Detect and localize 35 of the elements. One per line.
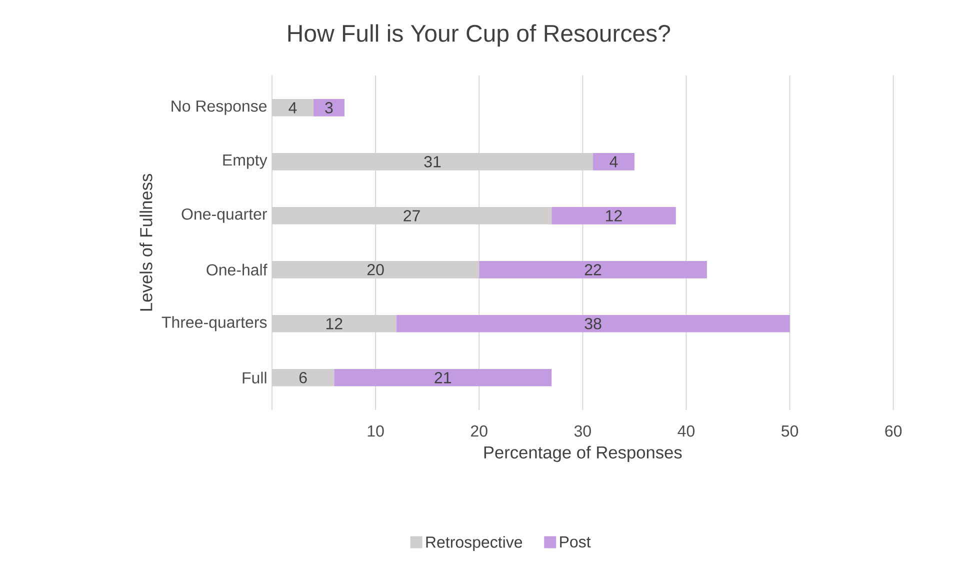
data-label: 12 <box>326 318 342 330</box>
data-label: 3 <box>325 102 333 114</box>
x-axis-title: Percentage of Responses <box>484 446 682 462</box>
bar <box>593 153 634 170</box>
y-tick-label: One-half <box>206 264 268 276</box>
y-tick-label: No Response <box>172 100 267 115</box>
bar <box>396 314 790 332</box>
legend-label: Retrospective <box>426 536 522 551</box>
y-tick-label: Empty <box>223 154 268 169</box>
x-tick-label: 20 <box>471 425 488 437</box>
x-tick-label: 50 <box>782 425 798 437</box>
data-label: 4 <box>610 156 618 168</box>
chart-title: How Full is Your Cup of Resources? <box>288 24 670 47</box>
y-axis-title: Levels of Fullness <box>140 174 152 311</box>
data-label: 27 <box>404 210 420 222</box>
x-tick-label: 40 <box>678 425 695 437</box>
data-label: 38 <box>584 318 602 330</box>
bar <box>334 368 552 386</box>
x-tick-label: 60 <box>885 425 902 437</box>
bar <box>313 99 344 116</box>
data-label: 21 <box>434 372 451 384</box>
data-label: 12 <box>606 210 622 222</box>
x-tick-label: 10 <box>368 425 384 437</box>
legend-label: Post <box>560 536 591 548</box>
data-label: 22 <box>584 264 602 276</box>
bar <box>479 260 707 278</box>
data-label: 4 <box>288 102 297 114</box>
y-tick-label: One-quarter <box>182 208 268 223</box>
y-tick-label: Three-quarters <box>162 316 267 332</box>
x-tick-label: 30 <box>574 425 591 437</box>
data-label: 6 <box>299 372 307 384</box>
data-label: 31 <box>424 156 441 168</box>
bar <box>552 207 676 224</box>
y-tick-label: Full <box>242 372 266 384</box>
data-label: 20 <box>367 264 384 276</box>
